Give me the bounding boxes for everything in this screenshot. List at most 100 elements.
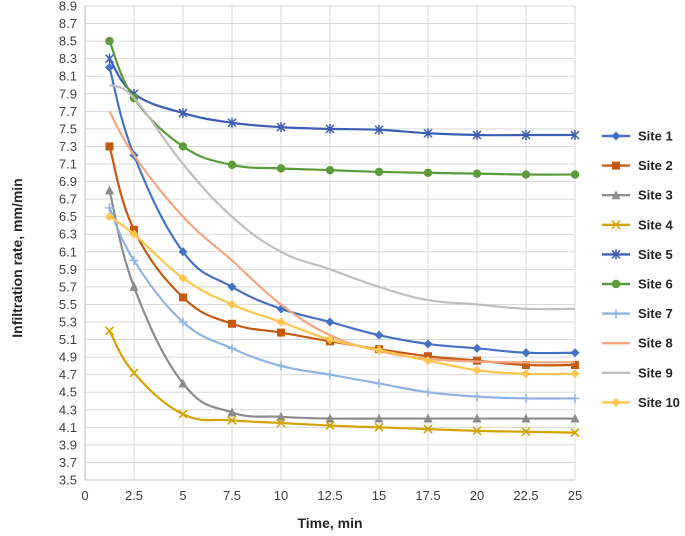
x-tick-label: 25	[568, 488, 582, 503]
legend-item-site-1: Site 1	[602, 129, 673, 144]
x-tick-label: 7.5	[223, 488, 241, 503]
data-point-site-6	[374, 167, 384, 177]
data-point-site-3	[570, 413, 580, 423]
data-point-site-6	[521, 170, 531, 179]
data-point-site-10	[570, 369, 580, 379]
y-tick-label: 7.1	[59, 157, 77, 172]
x-tick-label: 2.5	[125, 488, 143, 503]
y-tick-label: 3.5	[59, 473, 77, 488]
legend-label: Site 2	[638, 158, 673, 173]
series-site-7	[105, 203, 580, 403]
y-tick-label: 5.5	[59, 297, 77, 312]
legend-item-site-9: Site 9	[602, 365, 673, 380]
x-tick-label: 10	[274, 488, 288, 503]
legend-item-site-7: Site 7	[602, 306, 673, 321]
y-tick-label: 6.1	[59, 244, 77, 259]
data-point-site-5	[521, 130, 531, 141]
series-site-10	[105, 212, 580, 379]
y-tick-label: 8.7	[59, 16, 77, 31]
y-tick-label: 6.5	[59, 209, 77, 224]
y-tick-label: 4.7	[59, 367, 77, 382]
legend-marker	[612, 161, 620, 170]
series-site-8	[108, 110, 576, 364]
series-layer	[104, 36, 580, 438]
x-tick-label: 17.5	[415, 488, 440, 503]
data-point-site-7	[570, 393, 580, 403]
data-point-site-3	[423, 413, 433, 423]
data-point-site-7	[105, 203, 114, 213]
data-point-site-3	[472, 413, 482, 423]
data-point-site-1	[521, 348, 531, 358]
legend-label: Site 5	[638, 247, 673, 262]
x-tick-label: 0	[81, 488, 88, 503]
y-tick-label: 5.9	[59, 262, 77, 277]
data-point-site-10	[521, 369, 531, 379]
y-tick-label: 8.5	[59, 34, 77, 49]
data-point-site-2	[105, 142, 114, 151]
data-point-site-4	[276, 418, 286, 428]
data-point-site-4	[472, 426, 482, 436]
legend-label: Site 1	[638, 129, 673, 144]
legend-label: Site 7	[638, 306, 673, 321]
legend: Site 1 Site 2 Site 3 Site 4 Site 5 Site 6 Site…	[602, 129, 680, 410]
data-point-site-6	[472, 169, 482, 178]
y-tick-label: 5.7	[59, 279, 77, 294]
legend-item-site-4: Site 4	[602, 217, 673, 232]
data-point-site-6	[423, 168, 433, 177]
legend-item-site-6: Site 6	[602, 277, 673, 292]
y-tick-label: 6.7	[59, 192, 77, 207]
x-tick-label: 22.5	[513, 488, 538, 503]
series-site-3	[105, 185, 580, 423]
data-point-site-5	[276, 122, 286, 133]
series-line-site-9	[108, 83, 576, 311]
data-point-site-5	[423, 128, 433, 139]
legend-label: Site 8	[638, 336, 673, 351]
series-site-4	[104, 326, 580, 438]
data-point-site-6	[325, 165, 335, 175]
series-site-1	[105, 62, 580, 358]
data-point-site-5	[570, 130, 580, 141]
data-point-site-4	[423, 424, 433, 434]
data-point-site-1	[423, 339, 433, 349]
data-point-site-4	[325, 421, 335, 431]
legend-marker	[611, 397, 621, 407]
data-point-site-3	[521, 413, 531, 423]
data-point-site-7	[423, 387, 433, 397]
data-point-site-2	[228, 319, 236, 328]
data-point-site-5	[472, 130, 482, 141]
data-point-site-5	[374, 124, 384, 135]
legend-label: Site 10	[638, 395, 680, 410]
series-line-site-6	[108, 40, 576, 176]
x-tick-label: 20	[470, 488, 484, 503]
data-point-site-5	[227, 117, 237, 128]
legend-marker	[611, 279, 621, 289]
data-point-site-10	[227, 299, 237, 309]
y-tick-label: 6.3	[59, 227, 77, 242]
data-point-site-7	[472, 392, 482, 402]
y-axis-title: Infiltration rate, mm/min	[9, 178, 25, 337]
data-point-site-3	[227, 407, 237, 417]
series-line-site-8	[108, 110, 576, 364]
data-point-site-4	[521, 427, 531, 437]
data-point-site-5	[178, 108, 188, 119]
x-tick-label: 12.5	[317, 488, 342, 503]
data-point-site-4	[570, 428, 580, 438]
y-tick-label: 4.5	[59, 385, 77, 400]
data-point-site-10	[276, 317, 286, 327]
y-tick-label: 7.9	[59, 86, 77, 101]
data-point-site-3	[276, 411, 286, 421]
y-tick-label: 8.9	[59, 0, 77, 14]
data-point-site-3	[178, 378, 188, 388]
x-tick-label: 15	[372, 488, 386, 503]
series-line-site-3	[108, 190, 575, 420]
y-tick-label: 6.9	[59, 174, 77, 189]
legend-label: Site 9	[638, 365, 673, 380]
data-point-site-10	[325, 335, 335, 345]
data-point-site-7	[521, 393, 531, 403]
grid	[84, 5, 576, 481]
legend-item-site-3: Site 3	[602, 188, 673, 203]
series-line-site-1	[108, 67, 576, 355]
data-point-site-2	[522, 361, 530, 370]
data-point-site-7	[178, 317, 188, 327]
